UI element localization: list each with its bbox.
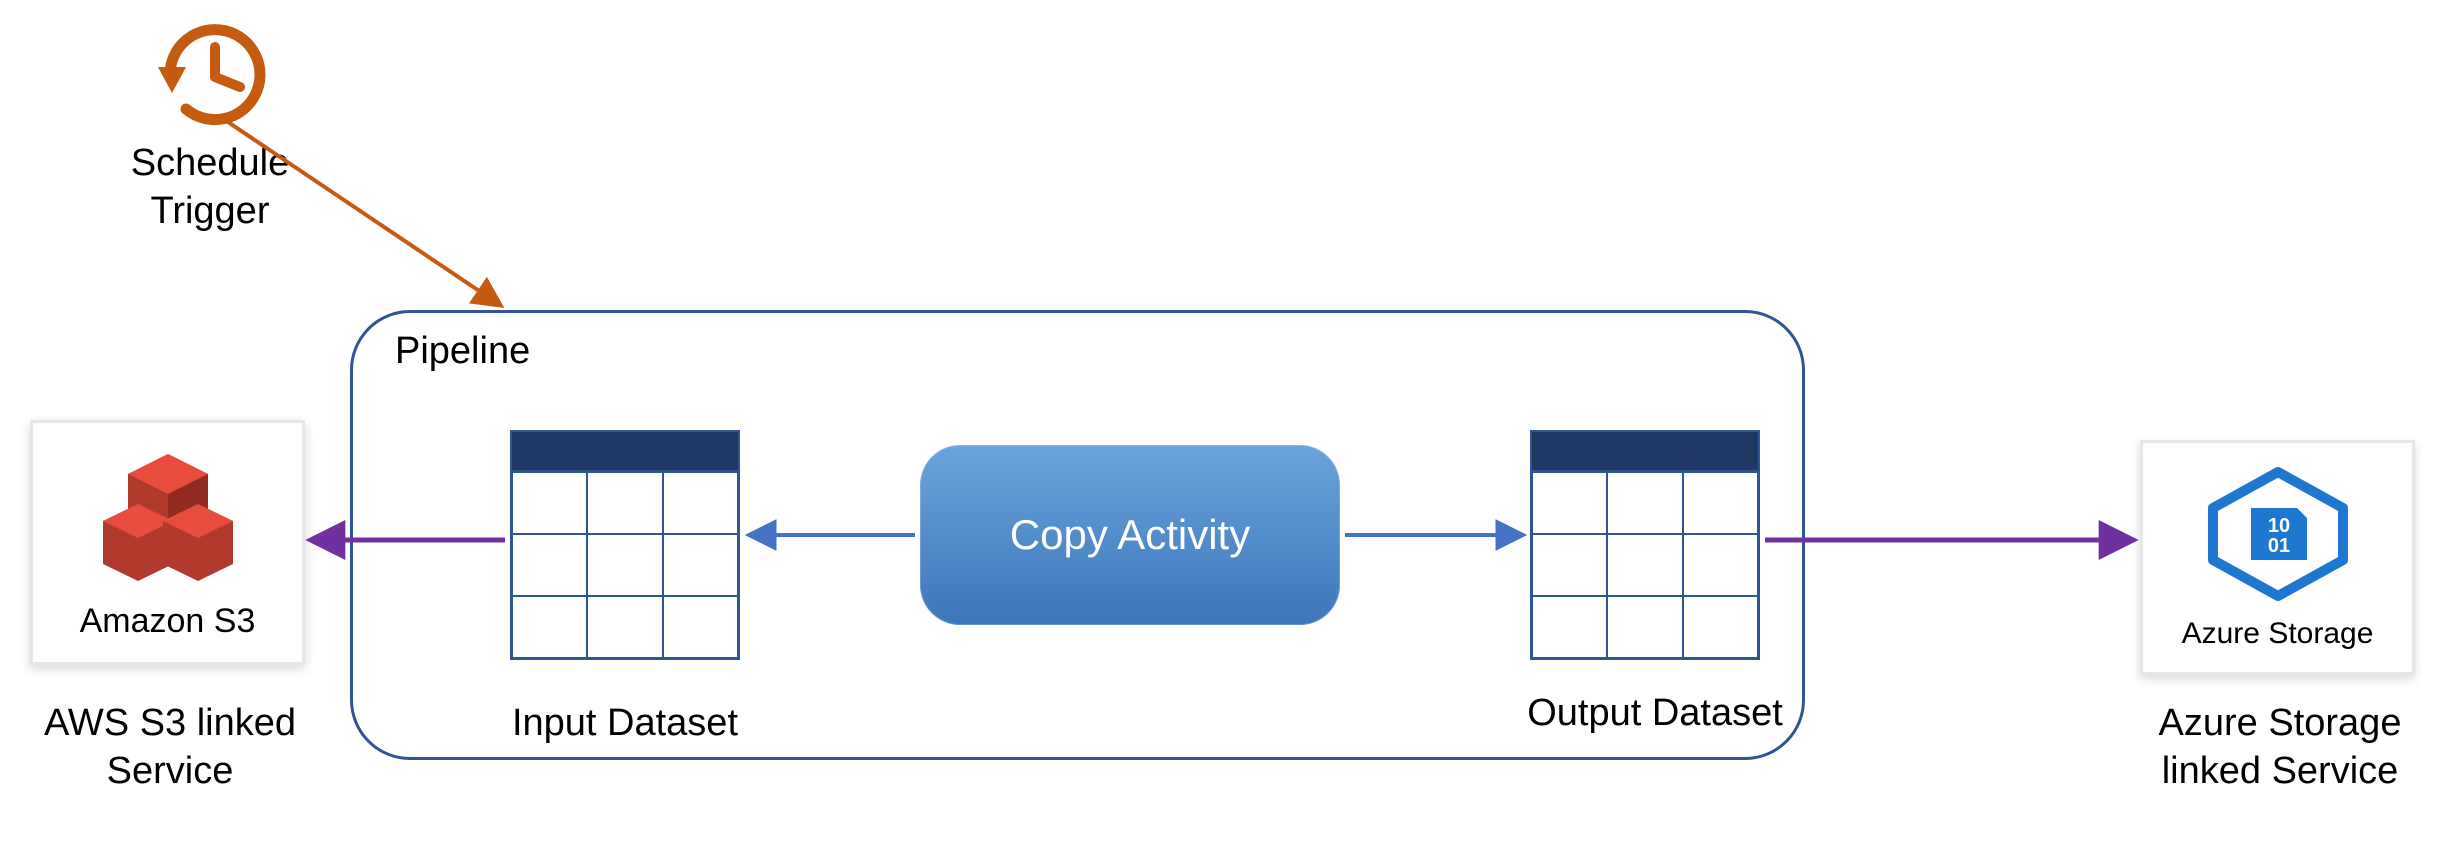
schedule-trigger-label-2: Trigger xyxy=(151,190,270,232)
aws-s3-label: AWS S3 linked Service xyxy=(25,700,315,795)
azure-storage-label-2: linked Service xyxy=(2162,750,2399,792)
schedule-trigger-label-1: Schedule xyxy=(131,142,289,184)
output-dataset-node xyxy=(1530,430,1760,660)
output-dataset-label: Output Dataset xyxy=(1505,690,1805,738)
copy-activity-node: Copy Activity xyxy=(920,445,1340,625)
azure-storage-icon: 10 01 xyxy=(2203,464,2353,609)
input-dataset-node xyxy=(510,430,740,660)
azure-storage-title: Azure Storage xyxy=(2182,617,2374,651)
azure-storage-label: Azure Storage linked Service xyxy=(2135,700,2425,795)
aws-s3-label-2: Service xyxy=(107,750,234,792)
aws-s3-card: Amazon S3 xyxy=(30,420,305,665)
svg-text:10: 10 xyxy=(2267,515,2289,537)
input-dataset-label: Input Dataset xyxy=(485,700,765,748)
aws-s3-icon xyxy=(88,444,248,594)
azure-storage-label-1: Azure Storage xyxy=(2159,702,2402,744)
schedule-trigger-icon xyxy=(140,5,280,140)
aws-s3-title: Amazon S3 xyxy=(80,602,256,641)
pipeline-label: Pipeline xyxy=(395,330,530,373)
azure-storage-card: 10 01 Azure Storage xyxy=(2140,440,2415,675)
copy-activity-label: Copy Activity xyxy=(1010,511,1250,559)
aws-s3-label-1: AWS S3 linked xyxy=(44,702,296,744)
svg-text:01: 01 xyxy=(2267,535,2289,557)
schedule-trigger-label: Schedule Trigger xyxy=(100,140,320,235)
